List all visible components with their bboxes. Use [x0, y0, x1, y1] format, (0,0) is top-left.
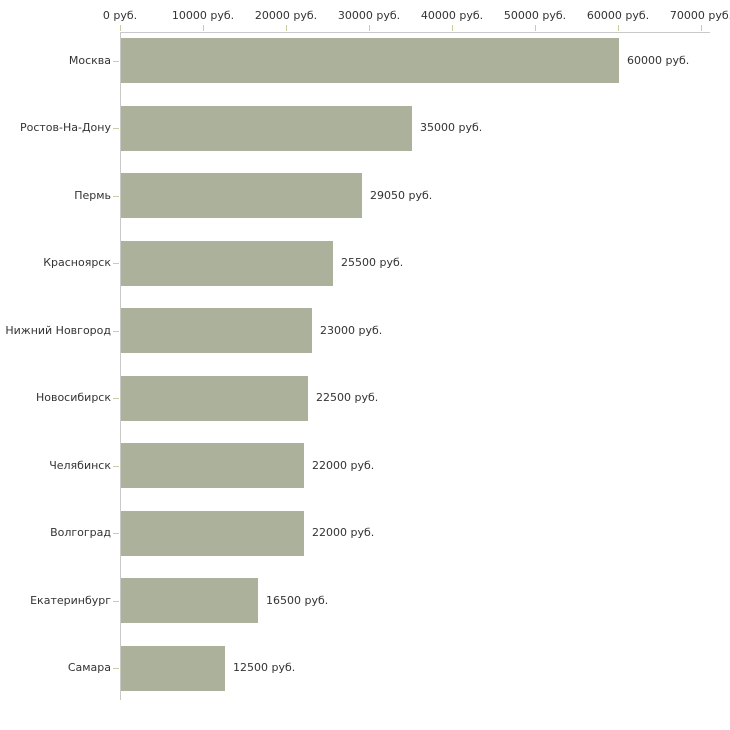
bar — [121, 38, 619, 83]
y-axis-tick — [113, 263, 119, 264]
x-axis-tick — [286, 25, 287, 31]
bar — [121, 578, 258, 623]
bar — [121, 645, 225, 691]
value-label: 22000 руб. — [312, 526, 375, 539]
y-axis-tick — [113, 398, 119, 399]
x-axis-tick — [120, 25, 121, 31]
category-label: Нижний Новгород — [5, 323, 111, 337]
y-axis-tick — [113, 60, 119, 62]
x-axis-tick-label: 30000 руб. — [337, 9, 401, 22]
x-axis-tick — [701, 25, 702, 31]
y-axis-tick — [113, 668, 119, 669]
category-label: Челябинск — [49, 458, 111, 472]
x-axis-tick — [452, 25, 453, 31]
x-axis-tick-label: 40000 руб. — [420, 9, 484, 22]
y-axis-tick — [113, 128, 119, 129]
plot-area — [120, 32, 710, 700]
x-axis-tick-label: 60000 руб. — [586, 9, 650, 22]
bar — [121, 105, 412, 151]
value-label: 35000 руб. — [420, 121, 483, 134]
category-label: Москва — [68, 53, 111, 67]
value-label: 60000 руб. — [627, 53, 690, 67]
value-label: 23000 руб. — [320, 323, 383, 337]
category-label: Новосибирск — [35, 391, 111, 404]
value-label: 22500 руб. — [316, 391, 379, 404]
x-axis-tick-label: 0 руб. — [102, 9, 138, 22]
x-axis-tick-label: 20000 руб. — [254, 9, 318, 22]
category-label: Пермь — [74, 188, 111, 202]
category-label: Ростов-На-Дону — [19, 121, 111, 134]
value-label: 22000 руб. — [312, 458, 375, 472]
category-label: Красноярск — [43, 256, 111, 269]
value-label: 25500 руб. — [341, 256, 404, 269]
bar — [121, 510, 304, 556]
y-axis-tick — [113, 465, 119, 467]
x-axis-tick-label: 50000 руб. — [503, 9, 567, 22]
bar — [121, 173, 362, 218]
y-axis-tick — [113, 600, 119, 602]
category-label: Волгоград — [50, 526, 111, 539]
y-axis-tick — [113, 195, 119, 197]
value-label: 16500 руб. — [266, 593, 329, 607]
category-label: Самара — [67, 661, 111, 674]
value-label: 29050 руб. — [370, 188, 433, 202]
y-axis-tick — [113, 533, 119, 534]
x-axis-tick-label: 70000 руб. — [669, 9, 730, 22]
x-axis-tick-label: 10000 руб. — [171, 9, 235, 22]
x-axis-tick — [618, 25, 619, 31]
bar — [121, 240, 333, 286]
bar — [121, 308, 312, 353]
x-axis-tick — [203, 25, 204, 31]
category-label: Екатеринбург — [30, 593, 111, 607]
bar — [121, 375, 308, 421]
x-axis-tick — [535, 25, 536, 31]
y-axis-tick — [113, 330, 119, 332]
value-label: 12500 руб. — [233, 661, 296, 674]
x-axis-tick — [369, 25, 370, 31]
bar — [121, 443, 304, 488]
